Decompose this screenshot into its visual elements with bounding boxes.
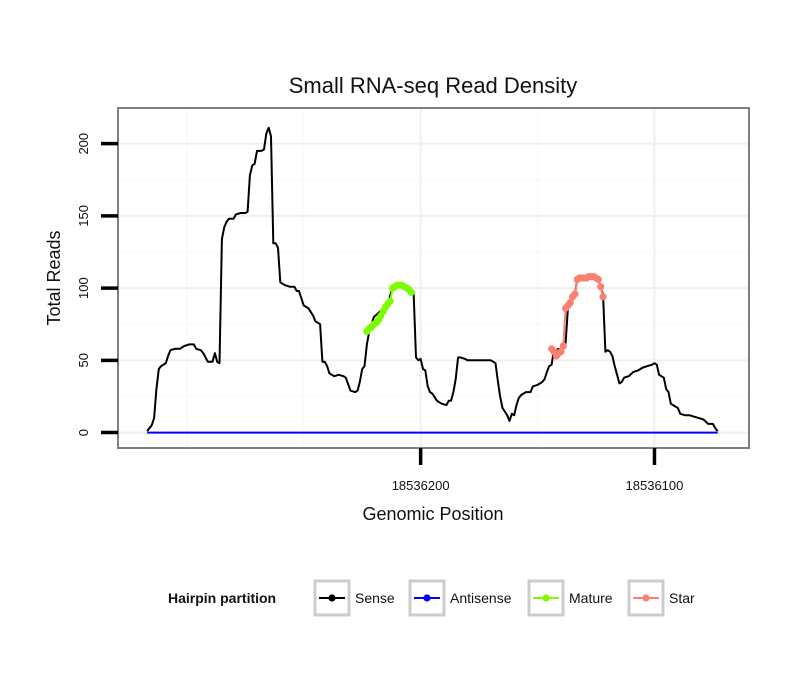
- legend-title: Hairpin partition: [168, 590, 276, 606]
- legend-label: Mature: [569, 590, 613, 606]
- y-axis-label: Total Reads: [44, 230, 64, 325]
- legend-item-mature: Mature: [527, 579, 613, 617]
- y-tick-label: 50: [76, 353, 91, 367]
- y-tick-label: 150: [76, 205, 91, 227]
- data-point-star: [571, 290, 579, 298]
- legend-key-point: [542, 594, 550, 602]
- legend-key-point: [642, 594, 650, 602]
- legend-key-point: [328, 594, 336, 602]
- legend: Hairpin partition Sense Antisense Mature St…: [168, 579, 695, 617]
- axes: 18536200 18536100 0 50 100 150 200: [76, 133, 683, 493]
- legend-label: Star: [669, 590, 695, 606]
- legend-item-sense: Sense: [313, 579, 395, 617]
- legend-key-point: [423, 594, 431, 602]
- data-point-star: [559, 342, 567, 350]
- y-tick-label: 200: [76, 133, 91, 155]
- data-point-star: [594, 275, 602, 283]
- legend-label: Sense: [355, 590, 395, 606]
- data-point-mature: [407, 288, 415, 296]
- data-point-star: [597, 283, 605, 291]
- y-tick-label: 0: [76, 429, 91, 436]
- plot-panel-border: [117, 107, 750, 449]
- plot-series: [146, 126, 719, 434]
- x-axis-label: Genomic Position: [362, 504, 503, 524]
- legend-label: Antisense: [450, 590, 512, 606]
- legend-item-star: Star: [627, 579, 695, 617]
- data-point-star: [566, 299, 574, 307]
- series-line-sense: [146, 126, 719, 432]
- data-point-star: [557, 348, 565, 356]
- y-tick-label: 100: [76, 277, 91, 299]
- data-point-mature: [386, 297, 394, 305]
- chart-title: Small RNA-seq Read Density: [289, 73, 578, 98]
- data-point-star: [599, 293, 607, 301]
- legend-item-antisense: Antisense: [408, 579, 512, 617]
- x-tick-label: 18536200: [392, 478, 450, 493]
- x-tick-label: 18536100: [626, 478, 684, 493]
